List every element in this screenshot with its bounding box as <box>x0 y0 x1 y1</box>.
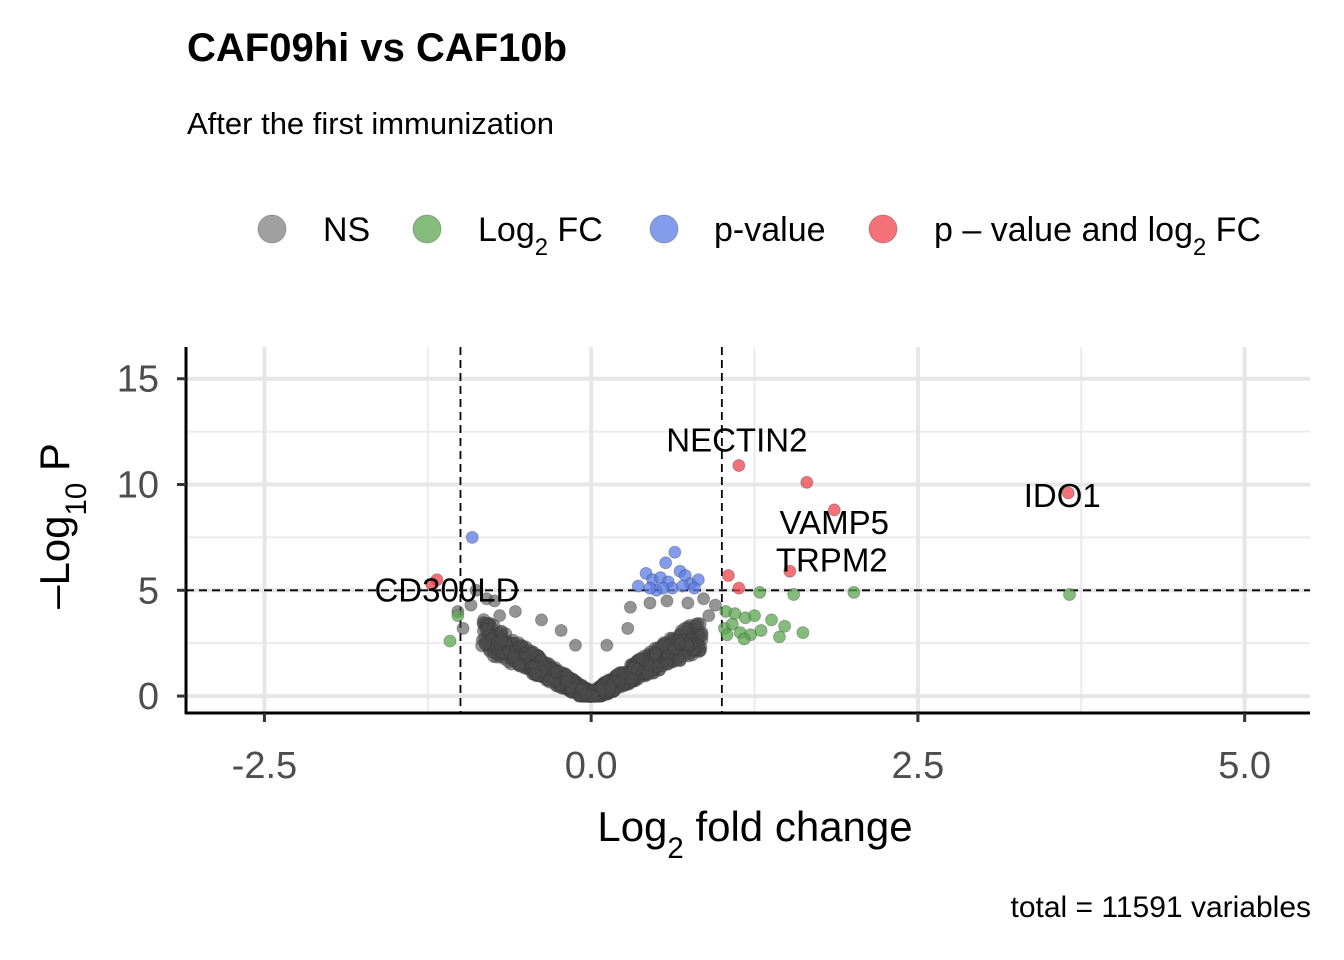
point-ns <box>554 623 568 637</box>
chart-caption: total = 11591 variables <box>1010 891 1311 924</box>
point-both <box>827 503 841 517</box>
x-axis-title: Log2 fold change <box>597 803 912 865</box>
point-log2fc <box>778 619 792 633</box>
legend-key-pvalue <box>649 214 679 244</box>
point-label: IDO1 <box>1024 477 1101 514</box>
point-ns <box>493 609 507 623</box>
point-label: CD300LD <box>374 572 519 609</box>
point-log2fc <box>772 630 786 644</box>
y-tick-label: 5 <box>138 570 159 612</box>
point-log2fc <box>443 634 457 648</box>
point-ns <box>702 609 716 623</box>
legend-key-NS <box>257 214 287 244</box>
point-ns <box>648 646 662 660</box>
point-ns <box>660 657 674 671</box>
point-ns <box>534 613 548 627</box>
point-ns <box>695 628 709 642</box>
point-log2fc <box>754 623 768 637</box>
point-ns <box>600 638 614 652</box>
axes: -2.5 0.0 2.5 5.0 0 5 10 15 <box>117 347 1310 787</box>
point-both <box>800 475 814 489</box>
point-pvalue <box>656 581 670 595</box>
point-label: NECTIN2 <box>666 421 807 458</box>
legend-key-both <box>868 214 898 244</box>
point-ns <box>579 687 593 701</box>
point-labels: NECTIN2 VAMP5 IDO1 TRPM2 CD300LD <box>374 421 1100 608</box>
chart-title: CAF09hi vs CAF10b <box>187 26 568 70</box>
point-pvalue <box>643 581 657 595</box>
point-ns <box>677 622 691 636</box>
point-ns <box>660 594 674 608</box>
point-ns <box>673 654 687 668</box>
point-ns <box>708 598 722 612</box>
point-both <box>732 581 746 595</box>
cutoff-lines <box>186 347 1310 713</box>
grid <box>186 347 1310 713</box>
point-ns <box>697 592 711 606</box>
point-label: TRPM2 <box>776 541 888 578</box>
point-ns <box>643 596 657 610</box>
point-ns <box>623 600 637 614</box>
point-ns <box>657 637 671 651</box>
point-log2fc <box>765 613 779 627</box>
point-log2fc <box>725 617 739 631</box>
point-pvalue <box>631 579 645 593</box>
point-ns <box>479 622 493 636</box>
data-points <box>425 458 1077 703</box>
point-log2fc <box>796 626 810 640</box>
y-tick-label: 0 <box>138 676 159 718</box>
point-ns <box>603 681 617 695</box>
point-ns <box>621 621 635 635</box>
point-both <box>1061 486 1075 500</box>
point-ns <box>631 662 645 676</box>
legend-label-pvalue: p-value <box>714 211 826 249</box>
legend-key-log2fc <box>412 214 442 244</box>
point-ns <box>495 624 509 638</box>
point-ns <box>568 638 582 652</box>
point-pvalue <box>668 545 682 559</box>
x-tick-label: 2.5 <box>891 745 944 787</box>
point-ns <box>469 583 483 597</box>
point-pvalue <box>465 530 479 544</box>
point-both <box>732 458 746 472</box>
x-tick-label: 0.0 <box>565 745 618 787</box>
point-ns <box>508 604 522 618</box>
point-ns <box>560 674 574 688</box>
legend-label-NS: NS <box>323 211 370 249</box>
point-log2fc <box>847 585 861 599</box>
point-ns <box>456 621 470 635</box>
point-ns <box>464 598 478 612</box>
point-ns <box>673 637 687 651</box>
point-pvalue <box>676 579 690 593</box>
point-ns <box>507 650 521 664</box>
x-tick-label: -2.5 <box>232 745 297 787</box>
chart-subtitle: After the first immunization <box>187 106 554 141</box>
point-log2fc <box>748 609 762 623</box>
point-log2fc <box>737 632 751 646</box>
y-axis-title: –Log10 P <box>31 443 93 609</box>
y-tick-label: 15 <box>117 359 159 401</box>
point-log2fc <box>753 585 767 599</box>
legend-label-log2fc: Log2 FC <box>478 211 603 261</box>
point-label: VAMP5 <box>780 504 889 541</box>
point-log2fc <box>720 628 734 642</box>
point-log2fc <box>787 588 801 602</box>
legend: NS Log2 FC p-value p – value and log2 FC <box>257 211 1261 261</box>
x-tick-label: 5.0 <box>1218 745 1271 787</box>
point-ns <box>681 596 695 610</box>
point-ns <box>479 637 493 651</box>
legend-label-both: p – value and log2 FC <box>934 211 1261 261</box>
point-both <box>425 577 439 591</box>
point-pvalue <box>687 581 701 595</box>
y-tick-label: 10 <box>117 465 159 507</box>
point-pvalue <box>659 556 673 570</box>
point-ns <box>528 667 542 681</box>
point-log2fc <box>451 609 465 623</box>
point-both <box>783 564 797 578</box>
point-log2fc <box>1063 588 1077 602</box>
point-both <box>721 568 735 582</box>
point-ns <box>691 616 705 630</box>
point-ns <box>487 594 501 608</box>
